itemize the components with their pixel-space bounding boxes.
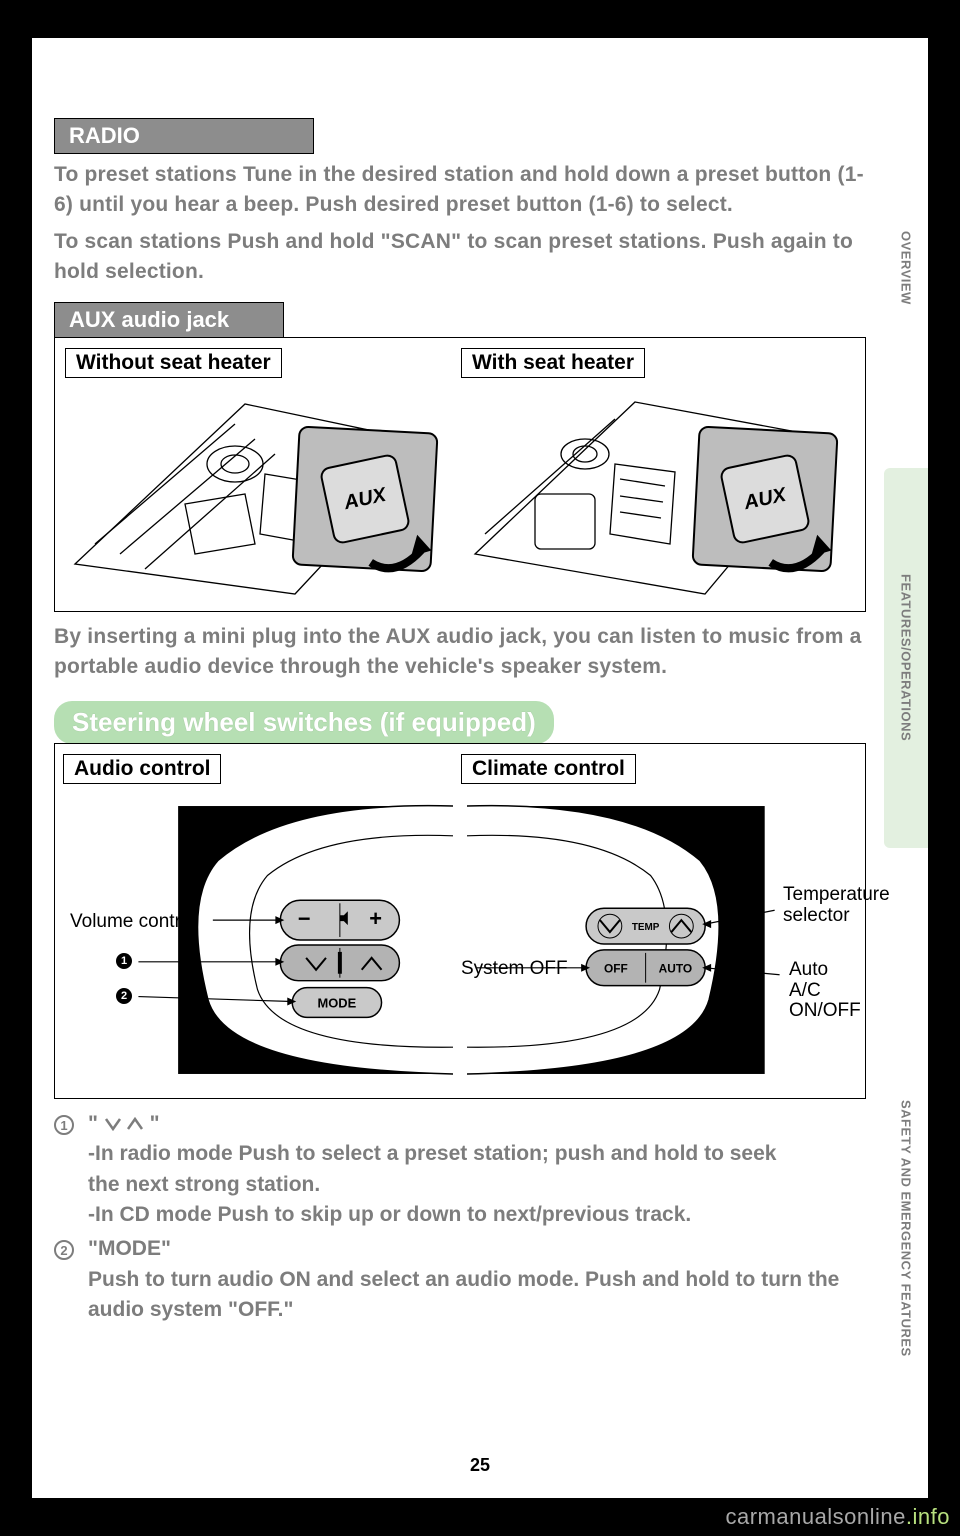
svg-text:TEMP: TEMP bbox=[632, 922, 660, 933]
aux-figure-without-heater: AUX bbox=[65, 384, 445, 599]
steering-description-list: 1 " " -In radio mode Push to select a pr… bbox=[54, 1109, 866, 1326]
desc-marker-1: 1 bbox=[54, 1115, 74, 1135]
manual-page: OVERVIEW FEATURES/OPERATIONS SAFETY AND … bbox=[32, 38, 928, 1498]
svg-text:−: − bbox=[298, 906, 311, 931]
audio-control-figure: − + M bbox=[63, 790, 454, 1090]
aux-caption: By inserting a mini plug into the AUX au… bbox=[54, 622, 866, 683]
tab-overview: OVERVIEW bbox=[884, 168, 928, 368]
marker-1: 1 bbox=[116, 953, 132, 969]
desc1-line3: -In CD mode Push to skip up or down to n… bbox=[88, 1200, 866, 1230]
aux-without-heater-label: Without seat heater bbox=[65, 348, 282, 378]
system-off-label: System OFF bbox=[461, 958, 568, 980]
svg-text:+: + bbox=[369, 906, 382, 931]
radio-preset-text: To preset stations Tune in the desired s… bbox=[54, 160, 866, 221]
desc2-title: "MODE" bbox=[88, 1234, 866, 1264]
desc2-line1: Push to turn audio ON and select an audi… bbox=[88, 1265, 866, 1326]
aux-figure-with-heater: AUX bbox=[465, 384, 845, 599]
page-number: 25 bbox=[470, 1455, 490, 1476]
watermark: carmanualsonline.info bbox=[725, 1504, 950, 1530]
section-heading-steering: Steering wheel switches (if equipped) bbox=[54, 701, 554, 744]
climate-control-figure: TEMP OFF AUTO bbox=[466, 790, 857, 1090]
radio-scan-text: To scan stations Push and hold "SCAN" to… bbox=[54, 227, 866, 288]
section-heading-aux: AUX audio jack bbox=[54, 302, 284, 338]
aux-callout-left: AUX bbox=[291, 425, 438, 572]
svg-text:AUTO: AUTO bbox=[659, 961, 692, 975]
marker-2: 2 bbox=[116, 988, 132, 1004]
svg-text:OFF: OFF bbox=[604, 961, 628, 975]
tab-features-operations: FEATURES/OPERATIONS bbox=[884, 468, 928, 848]
auto-ac-label: Auto A/CON/OFF bbox=[789, 960, 861, 1023]
desc1-line2: the next strong station. bbox=[88, 1170, 866, 1200]
audio-control-label: Audio control bbox=[63, 754, 221, 784]
volume-control-label: Volume control bbox=[70, 911, 196, 933]
desc1-line1: -In radio mode Push to select a preset s… bbox=[88, 1139, 866, 1169]
aux-callout-right: AUX bbox=[691, 425, 838, 572]
svg-text:MODE: MODE bbox=[318, 995, 357, 1010]
aux-figure-frame: Without seat heater With seat heater bbox=[54, 337, 866, 612]
tab-safety: SAFETY AND EMERGENCY FEATURES bbox=[884, 1048, 928, 1408]
steering-figure-frame: Audio control Climate control bbox=[54, 743, 866, 1099]
page-content: RADIO To preset stations Tune in the des… bbox=[54, 118, 866, 1326]
desc-marker-2: 2 bbox=[54, 1240, 74, 1260]
side-tabs: OVERVIEW FEATURES/OPERATIONS SAFETY AND … bbox=[884, 38, 928, 1498]
aux-with-heater-label: With seat heater bbox=[461, 348, 645, 378]
section-heading-radio: RADIO bbox=[54, 118, 314, 154]
temperature-selector-label: Temperatureselector bbox=[783, 885, 890, 927]
desc1-title: " " bbox=[88, 1109, 866, 1139]
climate-control-label: Climate control bbox=[461, 754, 636, 784]
